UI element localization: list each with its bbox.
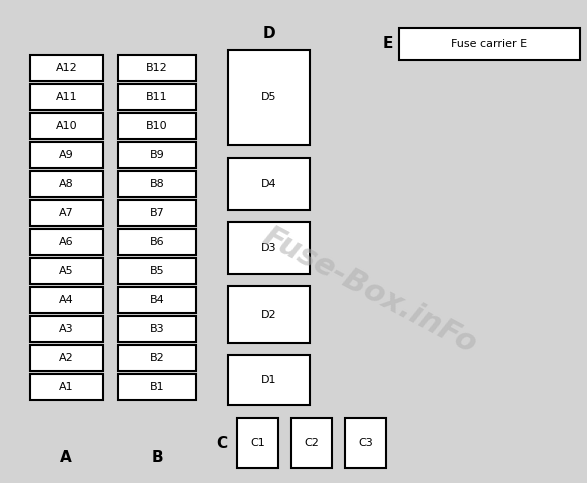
Text: D5: D5	[261, 93, 276, 102]
Text: D4: D4	[261, 179, 277, 189]
Bar	[228, 50, 310, 145]
Text: A9: A9	[59, 150, 74, 160]
Text: A1: A1	[59, 382, 74, 392]
Text: D: D	[263, 26, 275, 41]
Text: A12: A12	[56, 63, 77, 73]
Text: A8: A8	[59, 179, 74, 189]
Bar	[30, 258, 103, 284]
Text: B3: B3	[150, 324, 164, 334]
Text: D1: D1	[261, 375, 276, 385]
Text: B10: B10	[146, 121, 168, 131]
Bar	[118, 345, 196, 371]
Text: A11: A11	[56, 92, 77, 102]
Bar	[118, 287, 196, 313]
Bar	[30, 171, 103, 197]
Text: A4: A4	[59, 295, 74, 305]
Text: B12: B12	[146, 63, 168, 73]
Text: C1: C1	[250, 438, 265, 448]
Bar	[118, 113, 196, 139]
Text: A: A	[60, 451, 72, 466]
Text: A7: A7	[59, 208, 74, 218]
Text: E: E	[383, 37, 393, 52]
Bar	[30, 229, 103, 255]
Bar	[30, 287, 103, 313]
Bar	[118, 258, 196, 284]
Text: B5: B5	[150, 266, 164, 276]
Text: B2: B2	[150, 353, 164, 363]
Text: B9: B9	[150, 150, 164, 160]
Text: B7: B7	[150, 208, 164, 218]
Bar	[118, 200, 196, 226]
Text: D3: D3	[261, 243, 276, 253]
Bar	[228, 158, 310, 210]
Bar	[30, 316, 103, 342]
Bar	[30, 345, 103, 371]
Text: B8: B8	[150, 179, 164, 189]
Text: B4: B4	[150, 295, 164, 305]
Text: B11: B11	[146, 92, 168, 102]
Bar	[118, 142, 196, 168]
Bar	[291, 418, 332, 468]
Text: C3: C3	[358, 438, 373, 448]
Bar	[30, 142, 103, 168]
Text: Fuse carrier E: Fuse carrier E	[451, 39, 528, 49]
Bar	[237, 418, 278, 468]
Text: C: C	[217, 436, 228, 451]
Bar	[118, 374, 196, 400]
Text: C2: C2	[304, 438, 319, 448]
Text: Fuse-Box.inFo: Fuse-Box.inFo	[258, 221, 482, 359]
Text: A3: A3	[59, 324, 74, 334]
Text: B: B	[151, 451, 163, 466]
Bar	[228, 286, 310, 343]
Text: A10: A10	[56, 121, 77, 131]
Bar	[30, 200, 103, 226]
Bar	[399, 28, 580, 60]
Bar	[118, 55, 196, 81]
Bar	[345, 418, 386, 468]
Text: B1: B1	[150, 382, 164, 392]
Bar	[118, 84, 196, 110]
Bar	[30, 84, 103, 110]
Text: A2: A2	[59, 353, 74, 363]
Bar	[30, 113, 103, 139]
Bar	[30, 374, 103, 400]
Bar	[118, 316, 196, 342]
Text: A5: A5	[59, 266, 74, 276]
Bar	[30, 55, 103, 81]
Text: B6: B6	[150, 237, 164, 247]
Bar	[228, 222, 310, 274]
Text: D2: D2	[261, 310, 277, 319]
Text: A6: A6	[59, 237, 74, 247]
Bar	[118, 171, 196, 197]
Bar	[118, 229, 196, 255]
Bar	[228, 355, 310, 405]
